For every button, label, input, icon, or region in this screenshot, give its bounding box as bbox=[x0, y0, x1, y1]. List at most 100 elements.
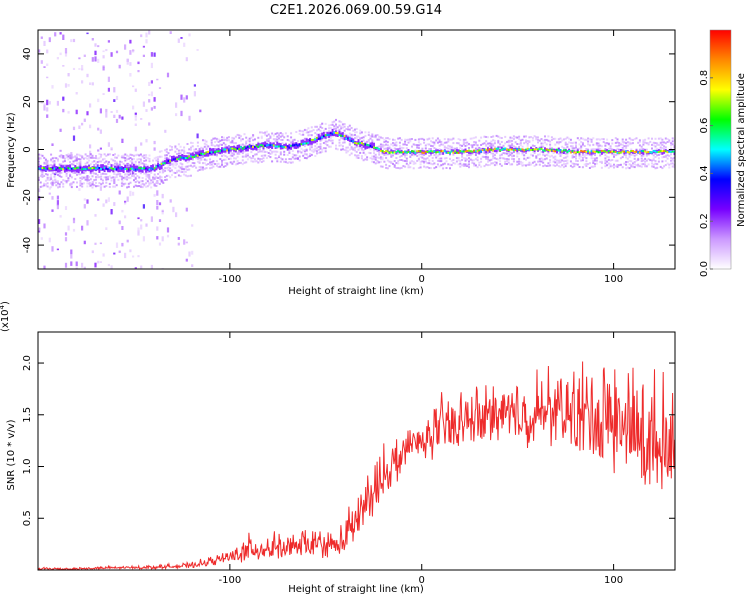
spectrogram-cell bbox=[369, 135, 372, 138]
spectrogram-cell bbox=[511, 142, 514, 145]
spectrogram-cell bbox=[649, 151, 652, 154]
spectrogram-cell bbox=[395, 144, 398, 147]
spectrogram-cell bbox=[283, 146, 286, 149]
spectrogram-cell bbox=[638, 144, 641, 147]
spectrogram-cell bbox=[50, 153, 53, 156]
spectrogram-cell bbox=[490, 162, 493, 165]
spectrogram-cell bbox=[298, 150, 301, 153]
spectrogram-cell bbox=[504, 152, 507, 155]
spectrogram-cell bbox=[51, 209, 54, 212]
spectrogram-cell bbox=[433, 141, 436, 144]
spectrogram-cell bbox=[295, 143, 298, 146]
spectrogram-cell bbox=[310, 139, 313, 141]
spectrogram-cell bbox=[53, 160, 56, 162]
spectrogram-cell bbox=[518, 146, 521, 149]
spectrogram-cell bbox=[336, 148, 339, 151]
spectrogram-cell bbox=[59, 149, 62, 152]
spectrogram-cell bbox=[430, 150, 432, 153]
spectrogram-cell bbox=[585, 157, 588, 160]
spectrogram-cell bbox=[355, 135, 358, 138]
spectrogram-cell bbox=[354, 149, 356, 152]
spectrogram-cell bbox=[51, 157, 54, 160]
spectrogram-cell bbox=[374, 156, 377, 159]
spectrogram-cell bbox=[284, 142, 287, 145]
spectrogram-cell bbox=[578, 139, 581, 141]
spectrogram-cell bbox=[611, 150, 614, 153]
spectrogram-cell bbox=[355, 142, 358, 145]
spectrogram-cell bbox=[56, 100, 59, 106]
spectrogram-cell bbox=[57, 166, 59, 169]
spectrogram-cell bbox=[134, 267, 137, 269]
spectrogram-cell bbox=[576, 163, 579, 166]
spectrogram-cell bbox=[388, 145, 391, 148]
spectrogram-cell bbox=[561, 150, 564, 153]
spectrogram-cell bbox=[661, 156, 664, 159]
spectrogram-cell bbox=[507, 149, 510, 152]
spectrogram-cell bbox=[153, 52, 156, 57]
spectrogram-cell bbox=[196, 49, 199, 51]
spectrogram-cell bbox=[585, 153, 588, 156]
spectrogram-cell bbox=[76, 162, 78, 165]
spectrogram-cell bbox=[103, 165, 106, 173]
spectrogram-cell bbox=[575, 151, 577, 154]
spectrogram-cell bbox=[120, 167, 123, 170]
spectrogram-cell bbox=[286, 145, 289, 151]
spectrogram-cell bbox=[549, 164, 552, 167]
spectrogram-cell bbox=[316, 129, 318, 132]
spectrogram-cell bbox=[91, 161, 94, 164]
spectrogram-cell bbox=[114, 160, 116, 162]
spectrogram-cell bbox=[121, 138, 124, 143]
spectrogram-cell bbox=[569, 141, 572, 144]
spectrogram-cell bbox=[202, 147, 204, 150]
spectrogram-cell bbox=[562, 163, 565, 166]
spectrogram-cell bbox=[157, 173, 160, 175]
spectrogram-cell bbox=[581, 137, 584, 140]
spectrogram-cell bbox=[95, 168, 97, 171]
spectrogram-cell bbox=[127, 176, 130, 179]
spectrogram-cell bbox=[145, 167, 148, 170]
spectrogram-cell bbox=[457, 138, 460, 140]
spectrogram-cell bbox=[657, 137, 660, 140]
spectrogram-cell bbox=[307, 127, 310, 130]
spectrogram-cell bbox=[525, 158, 527, 161]
spectrogram-cell bbox=[276, 160, 279, 163]
spectrogram-cell bbox=[157, 164, 160, 167]
spectrogram-cell bbox=[278, 137, 280, 140]
spectrogram-cell bbox=[487, 164, 489, 167]
spectrogram-cell bbox=[119, 173, 122, 175]
spectrogram-cell bbox=[229, 147, 232, 150]
spectrogram-cell bbox=[43, 223, 46, 229]
spectrogram-cell bbox=[433, 154, 436, 157]
spectrogram-cell bbox=[642, 139, 645, 142]
spectrogram-cell bbox=[642, 151, 645, 155]
spectrogram-cell bbox=[652, 144, 655, 147]
spectrogram-cell bbox=[65, 181, 68, 184]
spectrogram-cell bbox=[293, 142, 296, 145]
spectrogram-cell bbox=[272, 144, 275, 147]
spectrogram-cell bbox=[412, 143, 415, 146]
spectrogram-cell bbox=[102, 67, 105, 71]
spectrogram-cell bbox=[562, 160, 565, 163]
spectrogram-cell bbox=[663, 150, 666, 152]
spectrogram-cell bbox=[440, 143, 443, 146]
spectrogram-cell bbox=[659, 141, 662, 144]
spectrogram-cell bbox=[224, 138, 227, 141]
spectrogram-cell bbox=[595, 159, 598, 162]
spectrogram-cell bbox=[428, 162, 431, 165]
spectrogram-cell bbox=[156, 236, 159, 240]
spectrogram-cell bbox=[341, 148, 344, 151]
spectrogram-cell bbox=[340, 144, 343, 147]
spectrogram-cell bbox=[257, 141, 260, 144]
spectrogram-cell bbox=[255, 143, 258, 151]
spectrogram-cell bbox=[341, 123, 344, 126]
spectrogram-cell bbox=[526, 140, 529, 142]
spectrogram-cell bbox=[331, 121, 334, 124]
spectrogram-cell bbox=[348, 128, 351, 131]
spectrogram-cell bbox=[75, 156, 78, 161]
spectrogram-cell bbox=[160, 179, 163, 182]
spectrogram-cell bbox=[107, 263, 110, 267]
spectrogram-cell bbox=[153, 140, 156, 145]
colorbar-gradient bbox=[709, 29, 732, 270]
spectrogram-cell bbox=[578, 143, 581, 146]
spectrogram-cell bbox=[250, 145, 253, 148]
